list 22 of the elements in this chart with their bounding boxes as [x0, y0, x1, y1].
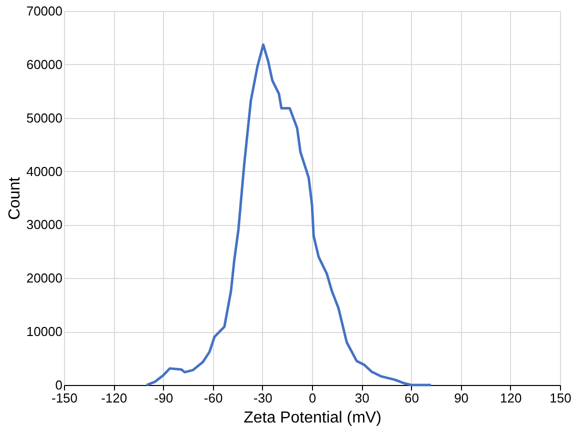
x-tick-label: -60: [204, 390, 223, 406]
y-tick-label: 70000: [26, 4, 62, 18]
x-tick-label: 120: [500, 390, 522, 406]
x-tick-label: 30: [354, 390, 370, 406]
x-axis-title: Zeta Potential (mV): [244, 410, 382, 426]
y-tick-label: 50000: [26, 110, 62, 126]
x-tick-label: -120: [101, 390, 128, 406]
y-tick-label: 30000: [26, 217, 62, 232]
y-tick-label: 0: [55, 378, 62, 392]
x-tick-label: -90: [154, 390, 174, 406]
y-tick-label: 20000: [26, 270, 62, 286]
y-tick-label: 40000: [26, 164, 62, 179]
x-tick-label: -150: [51, 390, 78, 406]
x-tick-label: -30: [254, 390, 272, 406]
y-tick-label: 10000: [26, 324, 62, 340]
x-tick-label: 90: [454, 390, 469, 406]
y-axis-title: Count: [6, 176, 24, 220]
line-series: [145, 43, 432, 386]
y-tick-label: 60000: [26, 56, 62, 72]
x-tick-label: 0: [308, 390, 316, 406]
x-tick-label: 150: [550, 390, 572, 406]
x-tick-label: 60: [404, 390, 419, 406]
